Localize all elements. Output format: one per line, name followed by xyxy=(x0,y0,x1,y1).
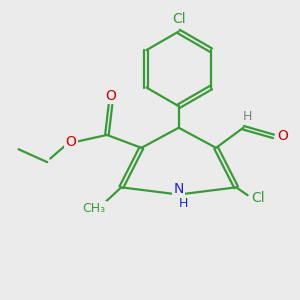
Text: O: O xyxy=(278,129,288,143)
Text: H: H xyxy=(179,197,188,210)
Text: H: H xyxy=(242,110,252,123)
Text: O: O xyxy=(66,135,76,149)
Text: N: N xyxy=(173,182,184,196)
Text: Cl: Cl xyxy=(172,12,185,26)
Text: CH₃: CH₃ xyxy=(82,202,106,215)
Text: O: O xyxy=(105,89,116,103)
Text: Cl: Cl xyxy=(251,191,265,205)
